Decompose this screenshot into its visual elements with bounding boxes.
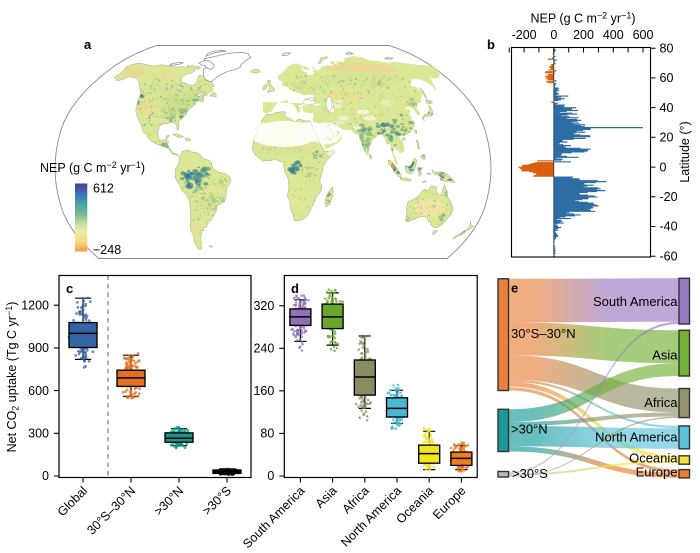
- svg-text:>30°S: >30°S: [512, 466, 548, 481]
- svg-text:240: 240: [253, 342, 274, 356]
- svg-text:160: 160: [253, 384, 274, 398]
- svg-text:-40: -40: [660, 220, 678, 234]
- svg-text:600: 600: [633, 28, 654, 42]
- svg-text:612: 612: [93, 182, 114, 196]
- svg-text:60: 60: [660, 71, 674, 85]
- svg-text:320: 320: [253, 299, 274, 313]
- svg-text:30°S–30°N: 30°S–30°N: [511, 326, 576, 341]
- svg-text:Latitude (°): Latitude (°): [678, 121, 692, 182]
- svg-text:North America: North America: [595, 430, 678, 445]
- svg-text:Asia: Asia: [652, 348, 678, 363]
- svg-text:0: 0: [42, 469, 49, 483]
- svg-text:900: 900: [28, 341, 49, 355]
- svg-text:-20: -20: [660, 190, 678, 204]
- svg-text:−248: −248: [93, 243, 121, 257]
- svg-text:400: 400: [603, 28, 624, 42]
- svg-text:0: 0: [267, 469, 274, 483]
- svg-text:300: 300: [28, 427, 49, 441]
- svg-text:20: 20: [660, 131, 674, 145]
- svg-text:e: e: [511, 281, 518, 296]
- svg-text:b: b: [487, 37, 495, 52]
- svg-text:Africa: Africa: [644, 395, 678, 410]
- svg-text:80: 80: [260, 427, 274, 441]
- svg-text:a: a: [84, 37, 92, 52]
- svg-text:-200: -200: [512, 28, 537, 42]
- svg-text:200: 200: [573, 28, 594, 42]
- svg-text:NEP (g C m−2 yr−1): NEP (g C m−2 yr−1): [530, 11, 635, 26]
- svg-text:-60: -60: [660, 249, 678, 263]
- svg-text:40: 40: [660, 101, 674, 115]
- svg-text:600: 600: [28, 384, 49, 398]
- svg-text:NEP (g C m−2 yr−1): NEP (g C m−2 yr−1): [40, 160, 145, 175]
- svg-text:0: 0: [550, 28, 557, 42]
- svg-text:1200: 1200: [21, 298, 49, 312]
- svg-text:South America: South America: [593, 294, 678, 309]
- svg-text:>30°N: >30°N: [511, 422, 548, 437]
- svg-text:c: c: [66, 281, 73, 296]
- svg-text:Europe: Europe: [636, 465, 678, 480]
- svg-text:Net CO2 uptake (Tg C yr−1): Net CO2 uptake (Tg C yr−1): [4, 302, 21, 453]
- svg-text:0: 0: [660, 160, 667, 174]
- svg-text:80: 80: [660, 41, 674, 55]
- svg-text:Oceania: Oceania: [629, 451, 678, 466]
- svg-text:d: d: [291, 281, 299, 296]
